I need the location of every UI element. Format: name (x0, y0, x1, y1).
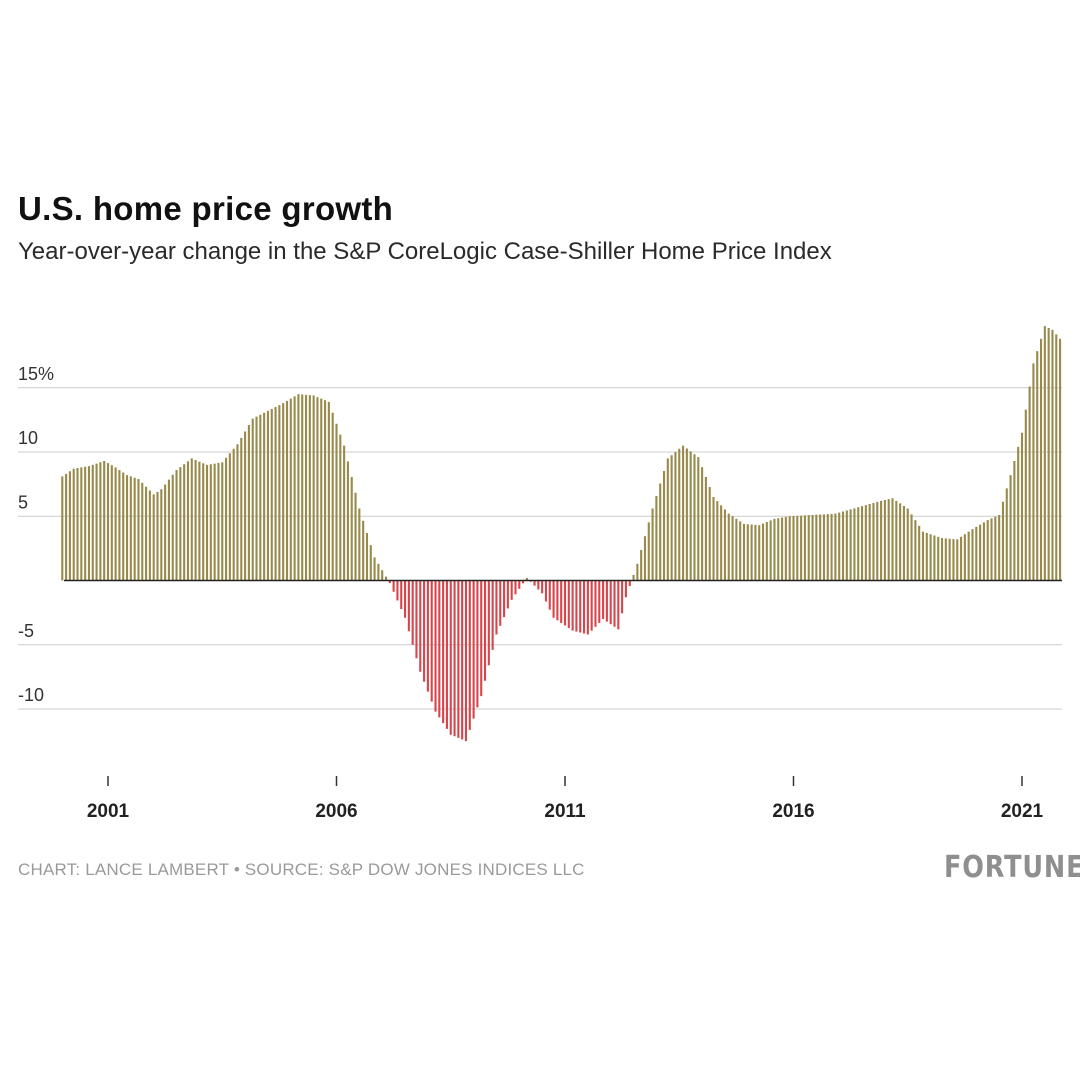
chart-subtitle: Year-over-year change in the S&P CoreLog… (18, 238, 832, 265)
fortune-logo: FORTUNE (944, 850, 1080, 885)
x-tick-label: 2021 (1001, 801, 1044, 822)
y-tick-label: 15% (18, 364, 54, 384)
gridlines (18, 387, 1062, 710)
x-tick-label: 2001 (87, 801, 130, 822)
x-axis: 2001 2006 2011 2016 2021 (87, 776, 1044, 822)
chart-credit: CHART: LANCE LAMBERT • SOURCE: S&P DOW J… (18, 860, 585, 879)
y-tick-label: 10 (18, 428, 38, 448)
y-tick-label: -5 (18, 621, 34, 641)
x-tick-label: 2006 (315, 801, 357, 822)
x-tick-label: 2016 (772, 801, 814, 822)
y-tick-label: -10 (18, 685, 44, 705)
bar-series (61, 326, 1062, 742)
y-axis: 15% 10 5 -5 -10 (18, 364, 54, 705)
y-tick-label: 5 (18, 492, 28, 512)
x-tick-label: 2011 (544, 801, 586, 822)
chart-title: U.S. home price growth (18, 190, 394, 227)
